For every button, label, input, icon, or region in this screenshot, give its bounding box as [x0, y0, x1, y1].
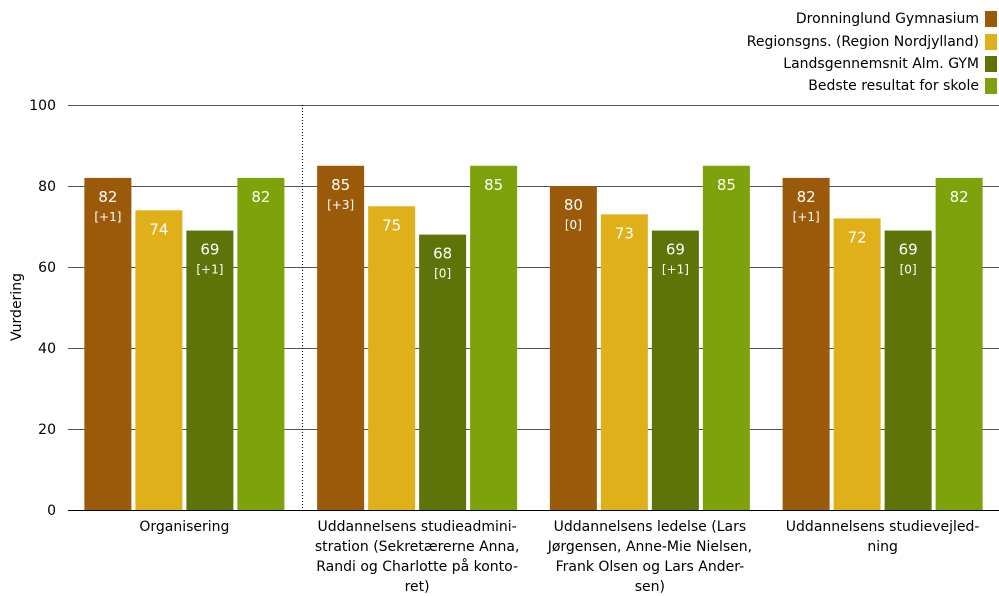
x-tick-label: Uddannelsens studieadmini- — [318, 519, 517, 535]
x-tick-label: stration (Sekretærerne Anna, — [315, 539, 520, 555]
x-tick-label: ret) — [405, 579, 430, 595]
bar — [782, 177, 830, 510]
legend-label: Dronninglund Gymnasium — [795, 11, 979, 27]
bar — [84, 177, 132, 510]
bar-change-label: [0] — [565, 218, 582, 232]
y-tick-label: 60 — [38, 260, 56, 276]
bar — [470, 165, 518, 510]
bar — [833, 218, 881, 510]
legend: Dronninglund Gymnasium Regionsgns. (Regi… — [0, 0, 999, 100]
bar-value-label: 73 — [615, 224, 634, 242]
y-tick-label: 0 — [47, 503, 56, 519]
x-tick-label: Frank Olsen og Lars Ander- — [556, 559, 745, 575]
bar-value-label: 85 — [484, 176, 503, 194]
y-tick-label: 40 — [38, 341, 56, 357]
bar-value-label: 69 — [899, 241, 918, 259]
legend-item-bedste: Bedste resultat for skole — [808, 74, 997, 98]
bar — [317, 165, 365, 510]
bar-value-label: 82 — [98, 188, 117, 206]
x-tick-label: Randi og Charlotte på konto- — [316, 558, 518, 575]
bar — [419, 234, 467, 510]
x-tick-label: sen) — [635, 579, 665, 595]
bar-change-label: [0] — [434, 267, 451, 281]
bar — [237, 177, 285, 510]
legend-item-region: Regionsgns. (Region Nordjylland) — [747, 30, 997, 54]
legend-item-lands: Landsgennemsnit Alm. GYM — [783, 52, 997, 76]
x-tick-label: Uddannelsens ledelse (Lars — [554, 519, 747, 535]
bar-value-label: 82 — [797, 188, 816, 206]
x-tick-label: ning — [867, 539, 898, 555]
bar-value-label: 75 — [382, 216, 401, 234]
bar-value-label: 80 — [564, 196, 583, 214]
y-tick-label: 100 — [29, 98, 56, 114]
legend-label: Regionsgns. (Region Nordjylland) — [746, 34, 979, 50]
bar — [884, 230, 932, 511]
legend-swatch — [985, 78, 997, 94]
bar-change-label: [+1] — [793, 210, 820, 224]
bar-change-label: [+1] — [196, 263, 223, 277]
bar-value-label: 68 — [433, 245, 452, 263]
bar-value-label: 85 — [717, 176, 736, 194]
bar — [549, 186, 597, 510]
bar-value-label: 82 — [251, 188, 270, 206]
bar-value-label: 69 — [666, 241, 685, 259]
y-tick-label: 80 — [38, 179, 56, 195]
bar-value-label: 82 — [950, 188, 969, 206]
y-tick-label: 20 — [38, 422, 56, 438]
bar-value-label: 69 — [200, 241, 219, 259]
bar — [702, 165, 750, 510]
legend-swatch — [985, 34, 997, 50]
bar — [368, 206, 416, 510]
bar-value-label: 74 — [149, 220, 168, 238]
x-tick-label: Uddannelsens studievejled- — [786, 519, 980, 535]
bar — [135, 210, 183, 511]
bar — [935, 177, 983, 510]
x-tick-label: Jørgensen, Anne-Mie Nielsen, — [547, 539, 752, 555]
bar — [600, 214, 648, 510]
y-axis-label: Vurdering — [9, 273, 25, 341]
legend-label: Landsgennemsnit Alm. GYM — [783, 56, 979, 72]
bar-change-label: [+1] — [662, 263, 689, 277]
legend-item-dronninglund: Dronninglund Gymnasium — [796, 7, 997, 31]
legend-swatch — [985, 56, 997, 72]
bar-value-label: 72 — [848, 228, 867, 246]
legend-swatch — [985, 11, 997, 27]
bar-change-label: [+1] — [94, 210, 121, 224]
bar — [186, 230, 234, 511]
bar-change-label: [0] — [900, 263, 917, 277]
bar-value-label: 85 — [331, 176, 350, 194]
x-tick-label: Organisering — [139, 519, 229, 535]
bar — [651, 230, 699, 511]
legend-label: Bedste resultat for skole — [808, 78, 979, 94]
bar-change-label: [+3] — [327, 198, 354, 212]
